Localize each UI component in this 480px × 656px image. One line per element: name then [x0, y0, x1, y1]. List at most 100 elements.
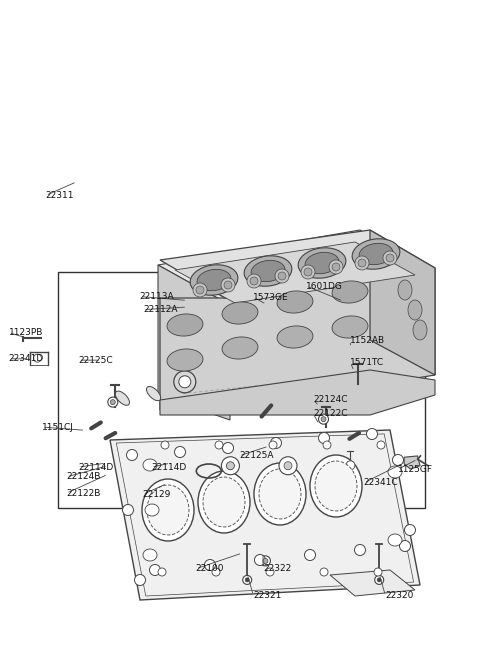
Circle shape: [377, 441, 385, 449]
Circle shape: [149, 565, 160, 575]
Circle shape: [386, 254, 394, 262]
Circle shape: [279, 457, 297, 475]
Text: 1151CJ: 1151CJ: [42, 422, 74, 432]
Text: 1571TC: 1571TC: [350, 358, 384, 367]
Circle shape: [284, 462, 292, 470]
Circle shape: [227, 462, 234, 470]
Ellipse shape: [254, 463, 306, 525]
Text: 1125GF: 1125GF: [398, 464, 433, 474]
Circle shape: [375, 575, 384, 584]
Ellipse shape: [198, 471, 250, 533]
Text: 22322: 22322: [263, 564, 291, 573]
Ellipse shape: [315, 461, 357, 511]
Text: 22114D: 22114D: [78, 462, 113, 472]
Ellipse shape: [146, 386, 161, 401]
Circle shape: [383, 251, 397, 265]
Circle shape: [304, 268, 312, 276]
Circle shape: [245, 578, 249, 582]
Polygon shape: [175, 242, 415, 303]
Polygon shape: [110, 430, 420, 600]
Circle shape: [319, 414, 328, 424]
Text: 22321: 22321: [253, 591, 282, 600]
Text: 22122B: 22122B: [66, 489, 101, 498]
Circle shape: [221, 457, 240, 475]
Circle shape: [346, 461, 355, 470]
Text: 22320: 22320: [385, 591, 414, 600]
Circle shape: [243, 575, 252, 584]
Circle shape: [158, 568, 166, 576]
Circle shape: [332, 263, 340, 271]
Circle shape: [405, 525, 416, 535]
Circle shape: [323, 441, 331, 449]
Text: 22311: 22311: [46, 191, 74, 200]
Polygon shape: [370, 230, 435, 375]
Circle shape: [204, 560, 216, 571]
Circle shape: [358, 259, 366, 267]
Text: 22125A: 22125A: [239, 451, 274, 461]
Circle shape: [377, 578, 381, 582]
Text: 22341D: 22341D: [9, 354, 44, 363]
Circle shape: [301, 265, 315, 279]
Polygon shape: [160, 370, 435, 415]
Text: 22113A: 22113A: [140, 292, 174, 301]
Circle shape: [250, 277, 258, 285]
Ellipse shape: [352, 239, 400, 269]
Ellipse shape: [408, 300, 422, 320]
Circle shape: [122, 504, 133, 516]
Circle shape: [34, 354, 41, 362]
Circle shape: [174, 371, 196, 393]
Ellipse shape: [142, 479, 194, 541]
Polygon shape: [158, 230, 430, 305]
Ellipse shape: [259, 469, 301, 519]
Circle shape: [269, 441, 277, 449]
Circle shape: [319, 432, 329, 443]
Polygon shape: [330, 570, 415, 596]
Ellipse shape: [203, 477, 245, 527]
Text: 1573GE: 1573GE: [253, 293, 289, 302]
Ellipse shape: [222, 302, 258, 324]
Polygon shape: [160, 230, 435, 298]
Circle shape: [393, 455, 404, 466]
Circle shape: [263, 558, 268, 564]
Circle shape: [278, 272, 286, 280]
Ellipse shape: [388, 534, 402, 546]
Text: 22124B: 22124B: [66, 472, 101, 482]
Circle shape: [212, 568, 220, 576]
Ellipse shape: [143, 459, 157, 471]
Circle shape: [108, 397, 118, 407]
Ellipse shape: [145, 504, 159, 516]
Ellipse shape: [298, 248, 346, 278]
Circle shape: [179, 376, 191, 388]
Ellipse shape: [115, 391, 130, 405]
Text: 22112A: 22112A: [143, 305, 178, 314]
Circle shape: [304, 550, 315, 560]
Circle shape: [355, 256, 369, 270]
Ellipse shape: [398, 280, 412, 300]
Circle shape: [275, 269, 289, 283]
Ellipse shape: [244, 256, 292, 286]
Circle shape: [193, 283, 207, 297]
Circle shape: [261, 556, 270, 566]
Circle shape: [175, 447, 185, 457]
Ellipse shape: [413, 320, 427, 340]
Text: 22114D: 22114D: [151, 462, 186, 472]
Ellipse shape: [147, 485, 189, 535]
Circle shape: [355, 544, 365, 556]
Circle shape: [266, 568, 274, 576]
Text: 22124C: 22124C: [313, 395, 348, 404]
Ellipse shape: [388, 466, 402, 478]
Circle shape: [254, 554, 265, 565]
Circle shape: [367, 428, 377, 440]
Text: 1152AB: 1152AB: [350, 336, 385, 345]
Text: 1601DG: 1601DG: [306, 281, 343, 291]
Circle shape: [247, 274, 261, 288]
Ellipse shape: [359, 243, 393, 264]
Circle shape: [374, 568, 382, 576]
Text: 22125C: 22125C: [78, 356, 113, 365]
Ellipse shape: [197, 270, 231, 291]
Ellipse shape: [143, 549, 157, 561]
Circle shape: [321, 417, 326, 422]
Circle shape: [221, 278, 235, 292]
Ellipse shape: [167, 349, 203, 371]
Circle shape: [215, 441, 223, 449]
